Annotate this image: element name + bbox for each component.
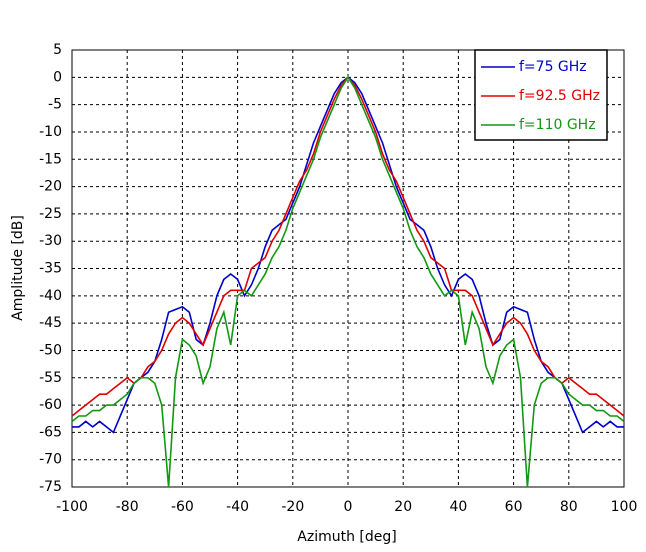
x-tick-label: -100 — [56, 499, 88, 515]
x-tick-label: -60 — [171, 499, 194, 515]
x-tick-label: 20 — [394, 499, 412, 515]
x-tick-label: -20 — [281, 499, 304, 515]
y-axis-label: Amplitude [dB] — [10, 215, 26, 321]
y-tick-label: -70 — [39, 452, 62, 468]
x-tick-label: 40 — [449, 499, 467, 515]
legend-label: f=75 GHz — [519, 59, 587, 75]
y-tick-label: -15 — [39, 151, 62, 167]
y-tick-label: -65 — [39, 424, 62, 440]
y-tick-label: -50 — [39, 342, 62, 358]
x-tick-label: -80 — [116, 499, 139, 515]
y-tick-label: -30 — [39, 233, 62, 249]
plot-frame — [71, 49, 625, 488]
x-tick-label: 80 — [560, 499, 578, 515]
legend-label: f=92.5 GHz — [519, 88, 600, 104]
x-tick-label: 0 — [344, 499, 353, 515]
y-tick-label: -75 — [39, 479, 62, 495]
y-tick-label: -45 — [39, 315, 62, 331]
y-tick-label: 5 — [53, 42, 62, 58]
x-tick-label: -40 — [226, 499, 249, 515]
y-tick-label: -25 — [39, 206, 62, 222]
y-tick-label: -60 — [39, 397, 62, 413]
y-tick-label: -10 — [39, 124, 62, 140]
y-tick-label: -40 — [39, 288, 62, 304]
y-tick-label: 0 — [53, 69, 62, 85]
x-axis-label: Azimuth [deg] — [297, 529, 396, 545]
y-tick-label: -35 — [39, 261, 62, 277]
x-tick-label: 60 — [505, 499, 523, 515]
y-tick-label: -55 — [39, 370, 62, 386]
x-tick-label: 100 — [611, 499, 638, 515]
y-tick-label: -20 — [39, 179, 62, 195]
legend-label: f=110 GHz — [519, 117, 596, 133]
series-line — [71, 75, 625, 488]
y-tick-label: -5 — [48, 97, 62, 113]
